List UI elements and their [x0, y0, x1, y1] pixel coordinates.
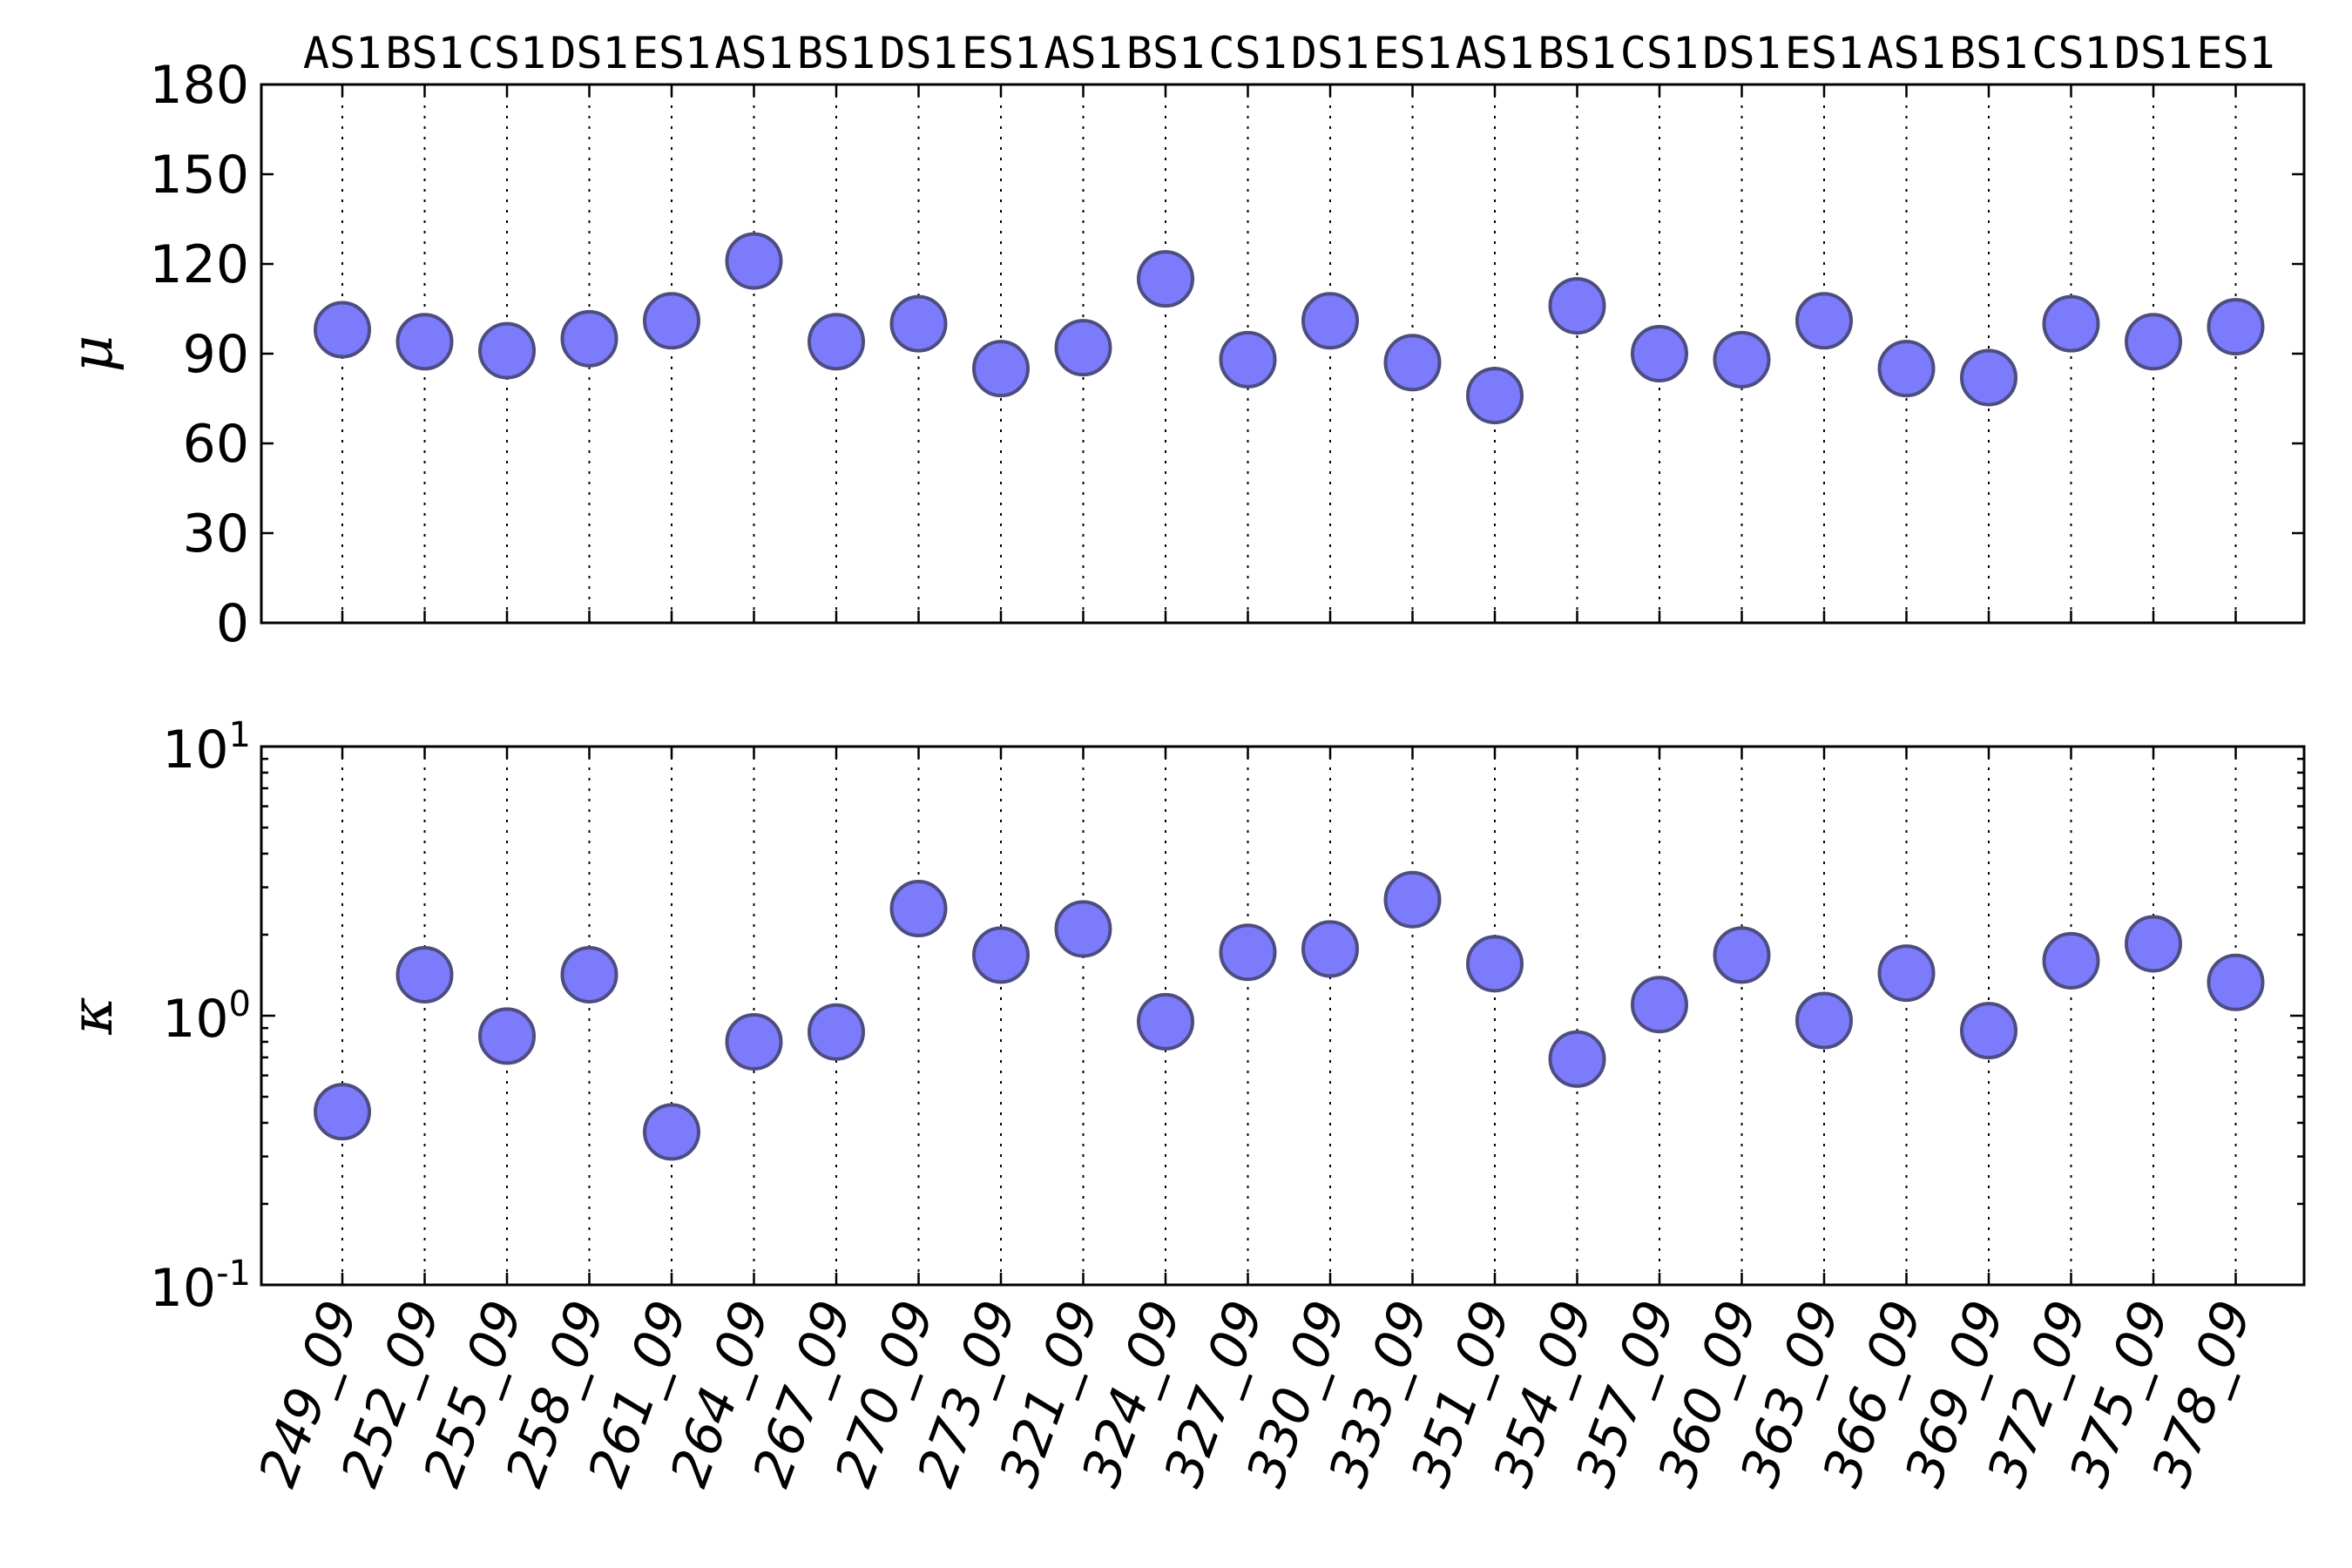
kappa-point — [1713, 926, 1771, 984]
top-category-label: BS1 — [1950, 28, 2028, 78]
mu-point — [395, 313, 454, 371]
mu-point — [1877, 340, 1936, 398]
top-category-label: BS1 — [1538, 28, 1616, 78]
kappa-point — [808, 1003, 865, 1061]
mu-point — [560, 309, 618, 368]
kappa-y-tick-label: 100 — [162, 984, 251, 1050]
kappa-point — [889, 880, 948, 938]
mu-point — [1383, 334, 1442, 392]
top-category-label: CS1 — [468, 28, 546, 78]
kappa-point — [2125, 915, 2182, 973]
kappa-y-tick-label: 10-1 — [150, 1254, 251, 1319]
kappa-y-tick-label: 101 — [162, 715, 251, 781]
kappa-point — [1219, 923, 1277, 982]
x-category-labels: 249_09252_09255_09258_09261_09264_09267_… — [247, 1293, 2264, 1494]
top-category-label: BS1 — [797, 28, 875, 78]
mu-point — [1548, 277, 1606, 335]
kappa-point — [1137, 992, 1194, 1051]
top-category-label: AS1 — [1044, 28, 1122, 78]
mu-y-tick-label: 30 — [183, 504, 249, 564]
mu-point — [1466, 367, 1524, 425]
kappa-point — [1054, 900, 1112, 958]
mu-y-tick-label: 0 — [216, 593, 249, 654]
kappa-point — [1795, 991, 1853, 1050]
mu-y-tick-label: 60 — [183, 414, 249, 475]
top-category-label: DS1 — [550, 28, 628, 78]
mu-point — [2042, 294, 2100, 353]
kappa-point — [643, 1103, 700, 1161]
mu-point — [725, 232, 783, 290]
top-category-label: ES1 — [962, 28, 1040, 78]
top-category-label: CS1 — [1620, 28, 1699, 78]
mu-point — [1054, 319, 1112, 377]
mu-point — [478, 321, 536, 380]
mu-y-tick-label: 120 — [149, 234, 249, 295]
top-category-label: CS1 — [1208, 28, 1287, 78]
top-category-label: BS1 — [385, 28, 463, 78]
mu-point — [643, 292, 700, 350]
top-category-label: ES1 — [632, 28, 711, 78]
kappa-point — [2042, 931, 2100, 990]
kappa-point — [2207, 953, 2265, 1011]
mu-point — [2125, 313, 2182, 371]
mu-point — [1713, 330, 1771, 389]
kappa-point — [1960, 1002, 2017, 1060]
kappa-point — [972, 926, 1030, 984]
kappa-point — [1383, 870, 1442, 929]
kappa-point — [1877, 944, 1936, 1003]
top-category-label: ES1 — [2196, 28, 2274, 78]
mu-panel: 0 30 60 90 120 150 180 μ — [58, 55, 2306, 654]
mu-y-tick-label: 180 — [149, 55, 249, 116]
kappa-point — [725, 1012, 783, 1071]
kappa-point — [395, 945, 454, 1004]
mu-y-tick-label: 150 — [149, 145, 249, 206]
kappa-axis-title: κ — [58, 997, 125, 1035]
mu-point — [1301, 292, 1359, 350]
top-category-label: ES1 — [1373, 28, 1451, 78]
kappa-axes-frame — [260, 745, 2306, 1287]
mu-point — [972, 340, 1030, 398]
top-category-label: ES1 — [1785, 28, 1863, 78]
kappa-point — [1466, 935, 1524, 993]
top-category-label: DS1 — [2114, 28, 2193, 78]
mu-point — [1795, 292, 1853, 350]
mu-point — [808, 313, 865, 371]
mu-point — [1631, 325, 1688, 382]
mu-axes-frame — [260, 83, 2306, 625]
mu-axis-title: μ — [58, 335, 125, 373]
top-category-label: DS1 — [879, 28, 957, 78]
kappa-point — [478, 1007, 536, 1065]
top-category-label: DS1 — [1291, 28, 1369, 78]
kappa-point — [560, 945, 618, 1004]
mu-point — [2207, 298, 2265, 356]
kappa-point — [1548, 1030, 1606, 1088]
top-category-labels: AS1 BS1 CS1 DS1 ES1 AS1 BS1 DS1 ES1 AS1 BS1 CS1 DS1 E… — [303, 28, 2275, 78]
top-category-label: AS1 — [714, 28, 793, 78]
kappa-point — [1631, 976, 1688, 1034]
mu-y-tick-label: 90 — [183, 324, 249, 385]
mu-point — [1960, 348, 2017, 407]
kappa-point — [314, 1083, 371, 1141]
top-category-label: BS1 — [1126, 28, 1205, 78]
kappa-point — [1301, 920, 1359, 978]
kappa-panel: 10-1 100 101 κ — [58, 715, 2306, 1319]
mu-point — [889, 294, 948, 353]
top-category-label: AS1 — [1456, 28, 1534, 78]
mu-point — [1219, 330, 1277, 389]
top-category-label: CS1 — [2031, 28, 2110, 78]
top-category-label: AS1 — [303, 28, 382, 78]
mu-point — [1137, 250, 1194, 308]
top-category-label: DS1 — [1702, 28, 1781, 78]
mu-point — [314, 301, 371, 359]
top-category-label: AS1 — [1867, 28, 1945, 78]
